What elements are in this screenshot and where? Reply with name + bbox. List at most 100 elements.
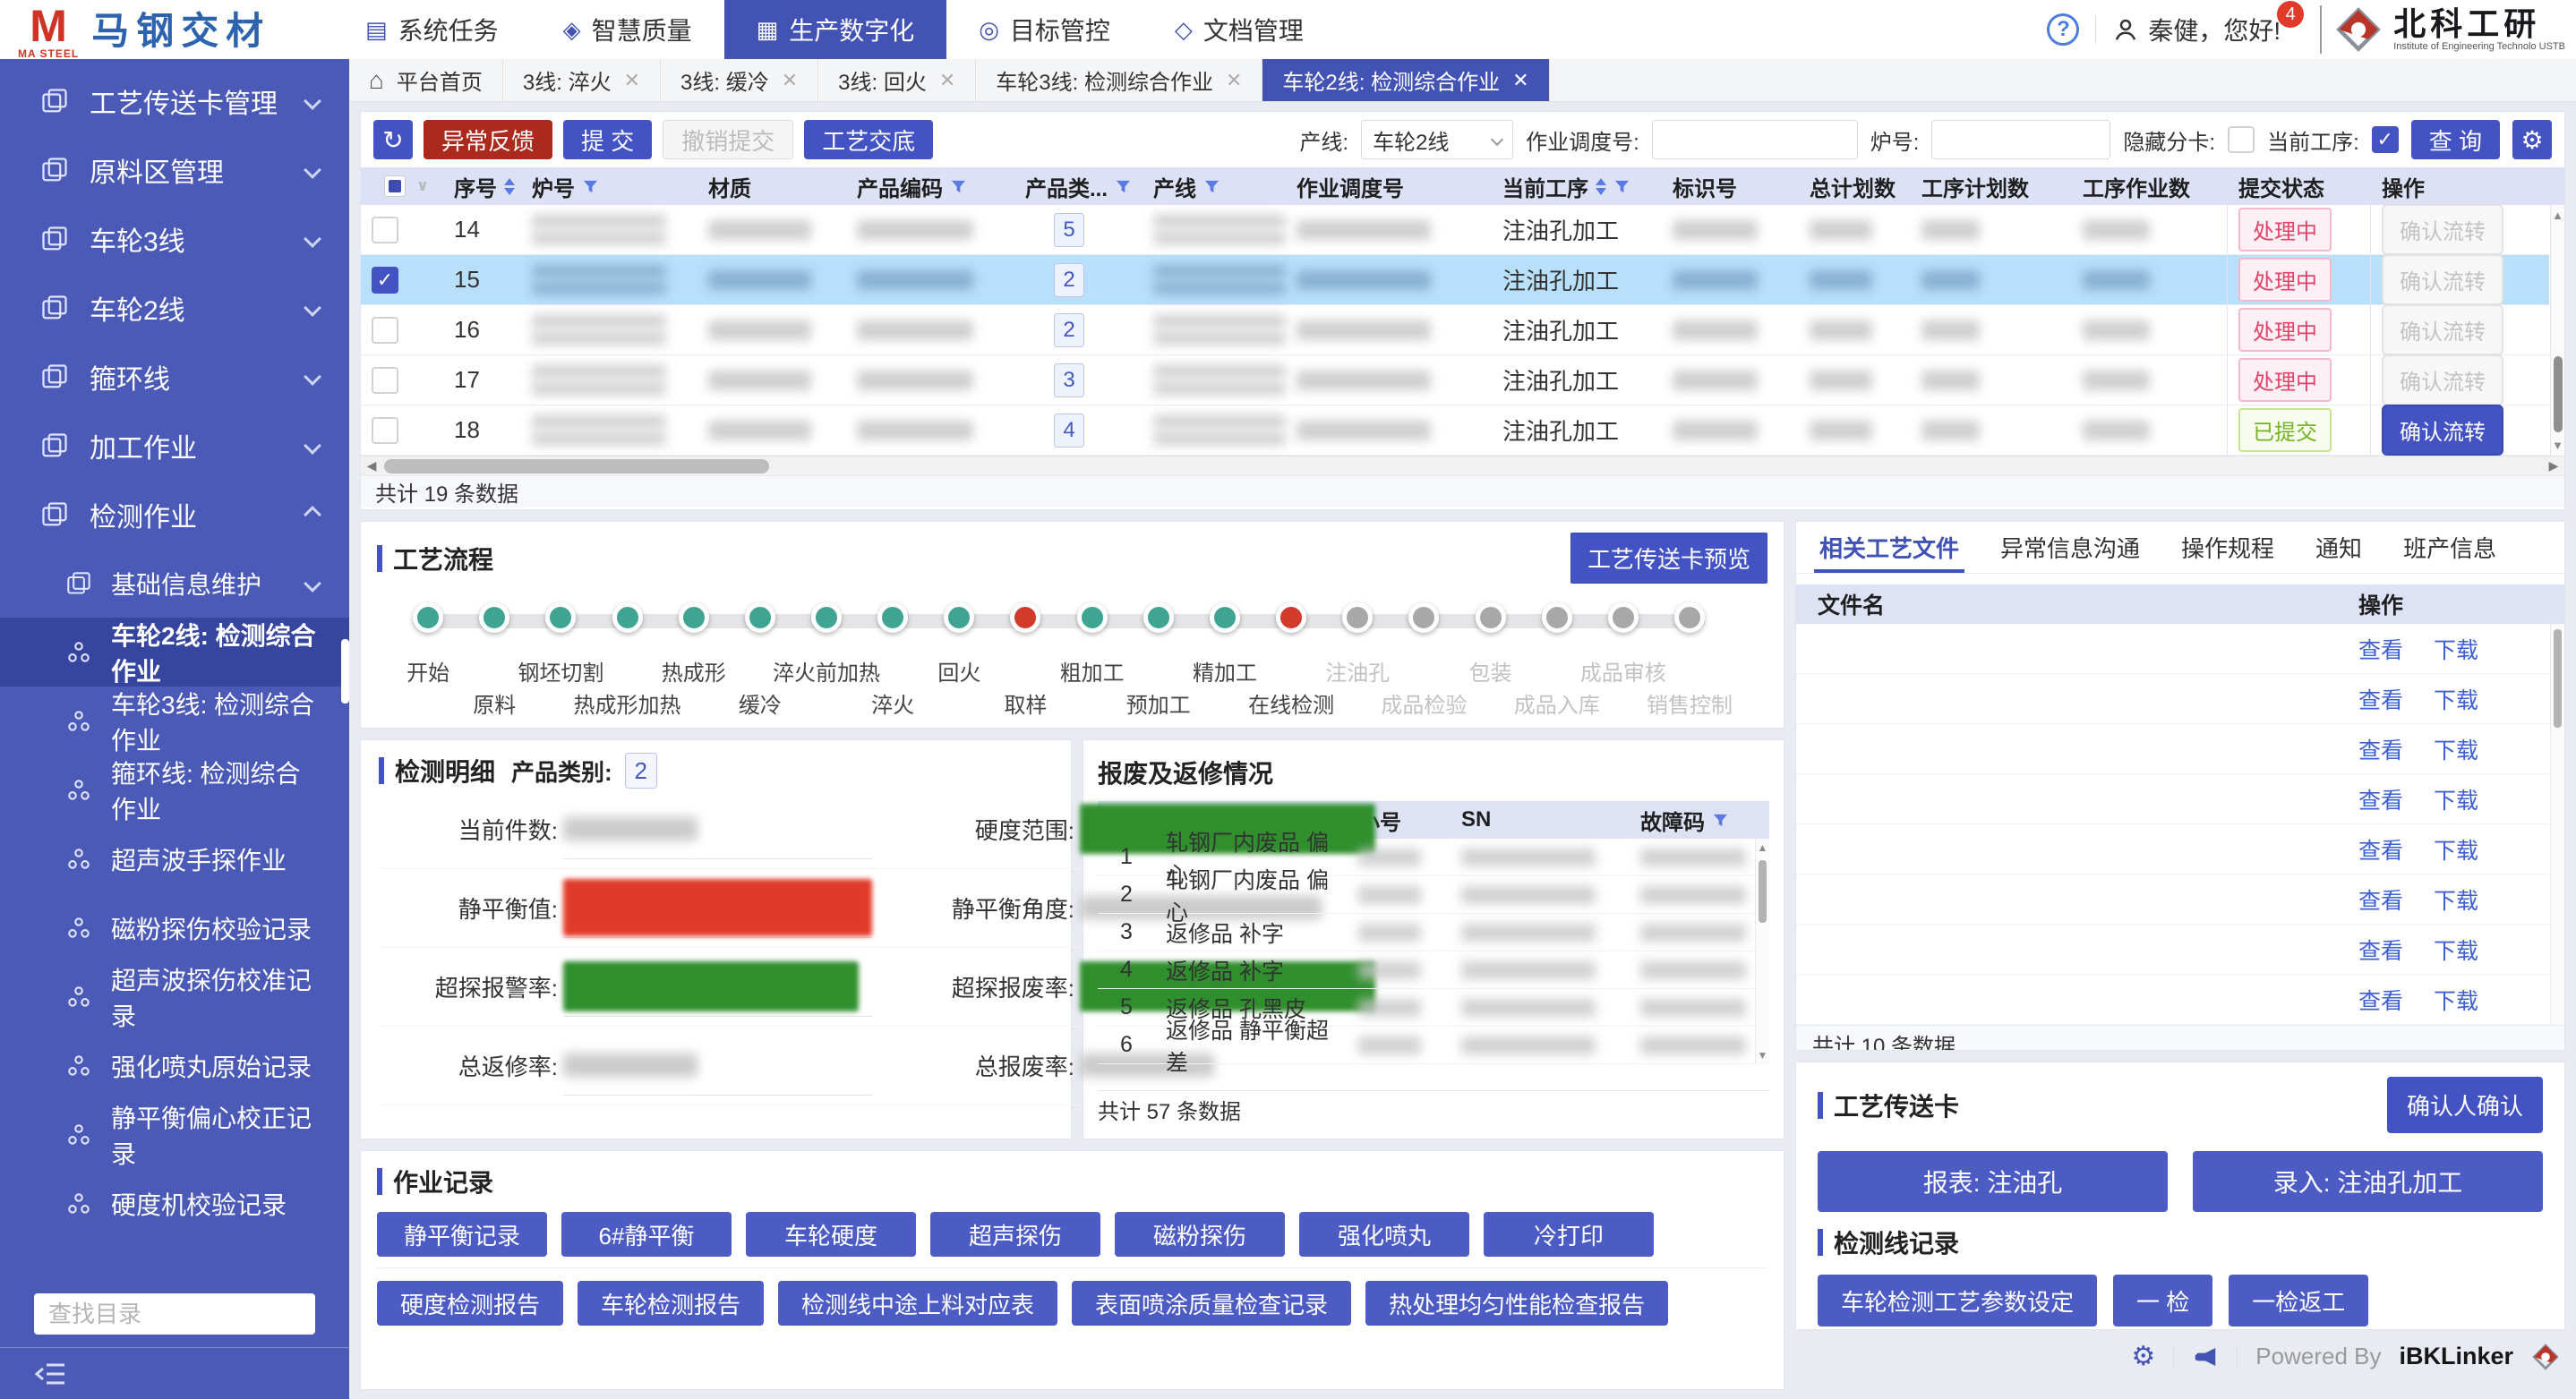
download-link[interactable]: 下载: [2434, 988, 2479, 1014]
file-row[interactable]: 查看 下载: [1796, 824, 2564, 874]
collapse-sidebar-icon[interactable]: [34, 1361, 66, 1387]
column-header[interactable]: 工序计划数: [1911, 167, 2072, 205]
transfer-card-preview-button[interactable]: 工艺传送卡预览: [1570, 533, 1767, 584]
defect-row[interactable]: 5 返修品 孔黑皮: [1098, 989, 1769, 1027]
page-tab[interactable]: ⌂ 平台首页: [349, 59, 503, 101]
gear-icon[interactable]: ⚙: [2131, 1342, 2156, 1371]
sidebar-item[interactable]: 基础信息维护: [0, 549, 349, 618]
column-header[interactable]: 提交状态: [2227, 167, 2370, 205]
page-tab[interactable]: 车轮3线: 检测综合作业 ✕: [976, 59, 1263, 101]
table-row[interactable]: 14 5 注油孔加工 处理中 确认流转: [361, 204, 2549, 255]
gear-icon[interactable]: ⚙: [2512, 120, 2552, 159]
file-row[interactable]: 查看 下载: [1796, 975, 2564, 1025]
row-checkbox[interactable]: [372, 416, 398, 444]
confirm-flow-button[interactable]: 确认流转: [2382, 304, 2503, 355]
horizontal-scrollbar[interactable]: ◀ ▶: [361, 456, 2564, 475]
confirm-flow-button[interactable]: 确认流转: [2382, 354, 2503, 405]
work-record-button[interactable]: 强化喷丸: [1299, 1212, 1469, 1257]
work-record-button[interactable]: 热处理均匀性能检查报告: [1365, 1281, 1669, 1326]
file-row[interactable]: 查看 下载: [1796, 774, 2564, 824]
view-link[interactable]: 查看: [2358, 938, 2404, 964]
view-link[interactable]: 查看: [2358, 687, 2404, 713]
sidebar-item[interactable]: 箍环线: 检测综合作业: [0, 755, 349, 824]
sidebar-group[interactable]: 车轮2线: [0, 273, 349, 342]
right-panel-tab[interactable]: 班产信息: [2403, 522, 2496, 573]
column-header[interactable]: 产线: [1143, 167, 1286, 205]
page-tab[interactable]: 3线: 缓冷 ✕: [661, 59, 819, 101]
work-record-button[interactable]: 硬度检测报告: [377, 1281, 564, 1326]
table-row[interactable]: 18 4 注油孔加工 已提交 确认流转: [361, 405, 2549, 456]
dispatch-input[interactable]: [1651, 120, 1858, 159]
inspection-line-button[interactable]: 一 检: [2113, 1275, 2213, 1326]
close-icon[interactable]: ✕: [938, 68, 956, 91]
page-tab[interactable]: 车轮2线: 检测综合作业 ✕: [1262, 59, 1550, 101]
close-icon[interactable]: ✕: [623, 68, 641, 91]
right-panel-tab[interactable]: 相关工艺文件: [1813, 522, 1965, 573]
download-link[interactable]: 下载: [2434, 888, 2479, 914]
exception-feedback-button[interactable]: 异常反馈: [424, 120, 553, 159]
row-checkbox[interactable]: [372, 316, 398, 344]
row-checkbox[interactable]: [372, 366, 398, 394]
sidebar-item[interactable]: 车轮3线: 检测综合作业: [0, 687, 349, 755]
view-link[interactable]: 查看: [2358, 888, 2404, 914]
download-link[interactable]: 下载: [2434, 838, 2479, 864]
sidebar-scrollbar-thumb[interactable]: [341, 639, 349, 704]
confirm-flow-button[interactable]: 确认流转: [2382, 204, 2503, 255]
column-header[interactable]: 炉号: [521, 167, 697, 205]
sort-icon[interactable]: [1596, 177, 1606, 195]
view-link[interactable]: 查看: [2358, 988, 2404, 1014]
file-row[interactable]: 查看 下载: [1796, 874, 2564, 925]
work-record-button[interactable]: 6#静平衡: [561, 1212, 732, 1257]
filter-icon[interactable]: [1712, 812, 1729, 829]
filter-icon[interactable]: [1115, 178, 1132, 195]
inspection-line-button[interactable]: 车轮检测工艺参数设定: [1818, 1275, 2098, 1326]
search-input[interactable]: [48, 1300, 301, 1328]
close-icon[interactable]: ✕: [1225, 68, 1243, 91]
row-checkbox[interactable]: [372, 216, 398, 243]
query-button[interactable]: 查 询: [2410, 120, 2500, 159]
work-record-button[interactable]: 表面喷涂质量检查记录: [1072, 1281, 1352, 1326]
work-record-button[interactable]: 磁粉探伤: [1115, 1212, 1285, 1257]
download-link[interactable]: 下载: [2434, 637, 2479, 663]
help-icon[interactable]: ?: [2047, 13, 2080, 46]
line-select[interactable]: 车轮2线: [1361, 120, 1514, 159]
defect-row[interactable]: 6 返修品 静平衡超差: [1098, 1019, 1769, 1076]
scroll-right-icon[interactable]: ▶: [2548, 458, 2559, 473]
download-link[interactable]: 下载: [2434, 938, 2479, 964]
furnace-input[interactable]: [1931, 120, 2111, 159]
file-row[interactable]: 查看 下载: [1796, 724, 2564, 774]
download-link[interactable]: 下载: [2434, 687, 2479, 713]
top-nav-item[interactable]: ◈ 智慧质量: [531, 0, 724, 59]
table-row[interactable]: 16 2 注油孔加工 处理中 确认流转: [361, 304, 2549, 355]
download-link[interactable]: 下载: [2434, 738, 2479, 763]
sidebar-item[interactable]: 超声波手探作业: [0, 824, 349, 893]
vertical-scrollbar-thumb[interactable]: [1759, 860, 1767, 923]
table-row[interactable]: 15 2 注油孔加工 处理中 确认流转: [361, 254, 2549, 305]
sidebar-group[interactable]: 检测作业: [0, 480, 349, 549]
sidebar-item[interactable]: 车轮2线: 检测综合作业: [0, 618, 349, 687]
select-all-checkbox[interactable]: [384, 175, 406, 197]
defect-row[interactable]: 4 返修品 补字: [1098, 951, 1769, 989]
table-row[interactable]: 17 3 注油孔加工 处理中 确认流转: [361, 354, 2549, 405]
file-row[interactable]: 查看 下载: [1796, 674, 2564, 724]
horizontal-scrollbar-thumb[interactable]: [384, 459, 769, 473]
column-header[interactable]: 总计划数: [1799, 167, 1911, 205]
column-header[interactable]: 标识号: [1662, 167, 1799, 205]
sort-icon[interactable]: [504, 177, 515, 195]
column-header[interactable]: 作业调度号: [1286, 167, 1492, 205]
submit-button[interactable]: 提 交: [563, 120, 653, 159]
right-panel-tab[interactable]: 操作规程: [2181, 522, 2274, 573]
scroll-left-icon[interactable]: ◀: [366, 458, 377, 473]
column-header[interactable]: 材质: [697, 167, 846, 205]
work-record-button[interactable]: 车轮检测报告: [578, 1281, 765, 1326]
top-nav-item[interactable]: ▤ 系统任务: [333, 0, 531, 59]
view-link[interactable]: 查看: [2358, 637, 2404, 663]
close-icon[interactable]: ✕: [1512, 68, 1529, 91]
work-record-button[interactable]: 冷打印: [1484, 1212, 1654, 1257]
inspection-line-button[interactable]: 一检返工: [2229, 1275, 2369, 1326]
user-menu[interactable]: 秦健，您好! 4: [2112, 1, 2305, 47]
sidebar-item[interactable]: 超声波探伤校准记录: [0, 962, 349, 1031]
sidebar-item[interactable]: 强化喷丸原始记录: [0, 1031, 349, 1100]
column-header[interactable]: 工序作业数: [2072, 167, 2227, 205]
view-link[interactable]: 查看: [2358, 838, 2404, 864]
